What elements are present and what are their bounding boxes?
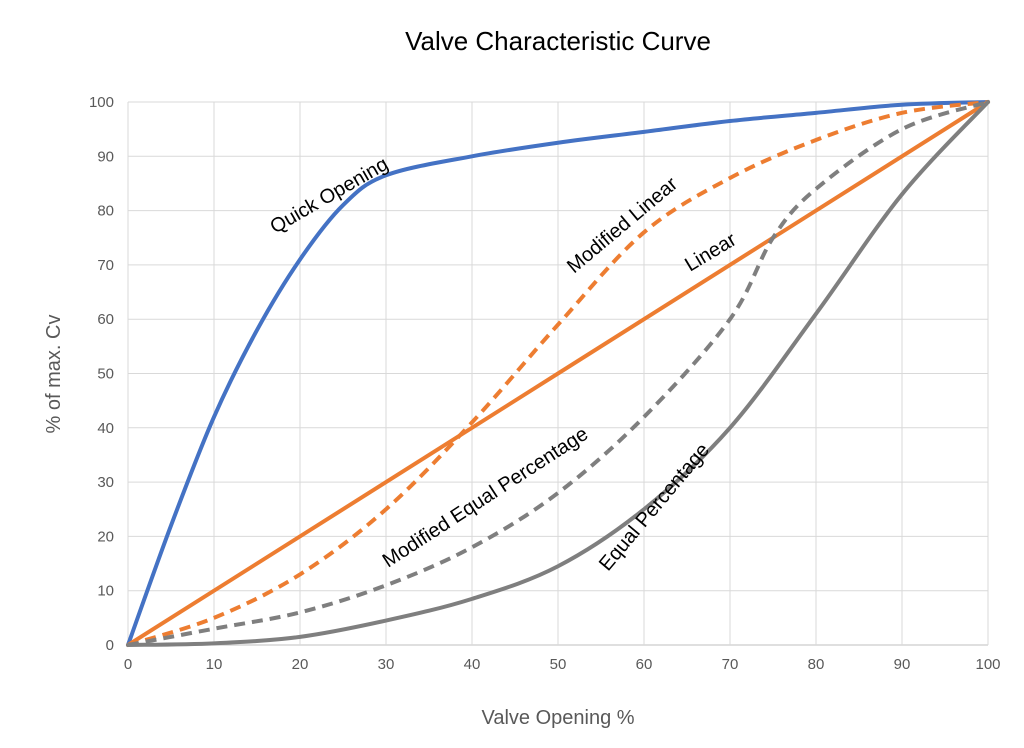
label-equal-percentage: Equal Percentage — [595, 439, 714, 575]
y-tick-label: 90 — [97, 148, 114, 165]
x-tick-label: 10 — [206, 656, 223, 673]
y-tick-label: 0 — [106, 637, 114, 654]
x-axis-label: Valve Opening % — [481, 707, 634, 729]
series-line-linear — [126, 100, 990, 647]
x-tick-label: 80 — [808, 656, 825, 673]
y-tick-label: 60 — [97, 311, 114, 328]
x-tick-label: 20 — [292, 656, 309, 673]
x-tick-label: 70 — [722, 656, 739, 673]
y-tick-label: 50 — [97, 366, 114, 383]
label-modified-linear: Modified Linear — [563, 173, 682, 278]
y-tick-label: 10 — [97, 583, 114, 600]
x-tick-label: 30 — [378, 656, 395, 673]
y-tick-label: 40 — [97, 420, 114, 437]
label-quick-opening: Quick Opening — [267, 153, 393, 238]
chart-title: Valve Characteristic Curve — [405, 26, 711, 56]
label-modified-equal-percentage: Modified Equal Percentage — [379, 423, 592, 572]
x-tick-label: 40 — [464, 656, 481, 673]
series-lines — [126, 100, 990, 647]
y-tick-label: 70 — [97, 257, 114, 274]
y-tick-label: 80 — [97, 203, 114, 220]
series-line-modified-equal-percentage — [127, 100, 989, 647]
series-line-equal-percentage — [126, 100, 990, 647]
series-line-quick-opening — [126, 100, 990, 647]
x-tick-label: 0 — [124, 656, 132, 673]
x-tick-label: 90 — [894, 656, 911, 673]
y-tick-label: 30 — [97, 474, 114, 491]
y-tick-label: 20 — [97, 528, 114, 545]
y-tick-label: 100 — [89, 94, 114, 111]
x-tick-label: 50 — [550, 656, 567, 673]
x-tick-label: 60 — [636, 656, 653, 673]
label-linear: Linear — [681, 229, 740, 277]
tick-labels: 0 10 20 30 40 50 60 70 80 90 100 0 10 20 30 40 50 60 70 80 9… — [89, 94, 1001, 673]
x-tick-label: 100 — [975, 656, 1000, 673]
y-axis-label: % of max. Cv — [43, 315, 65, 434]
series-line-modified-linear — [127, 100, 989, 647]
